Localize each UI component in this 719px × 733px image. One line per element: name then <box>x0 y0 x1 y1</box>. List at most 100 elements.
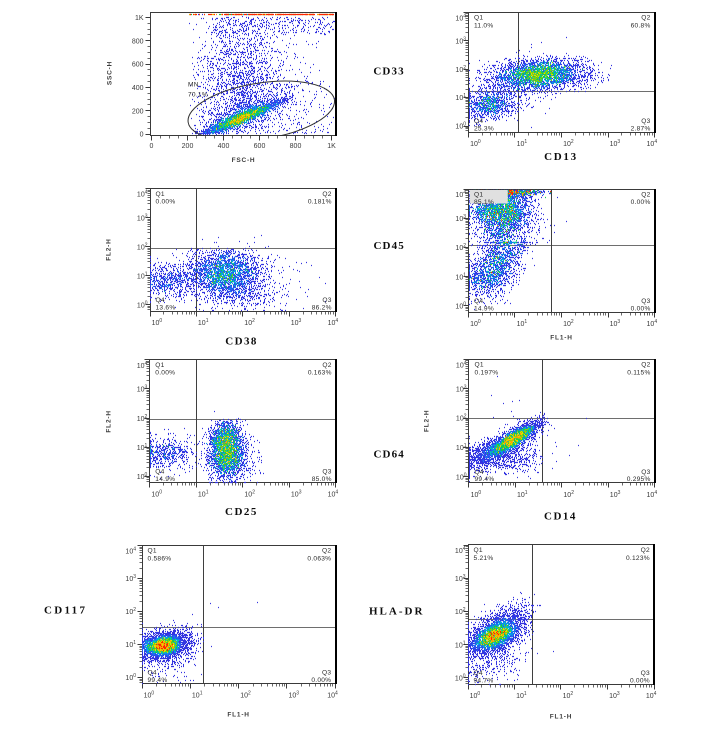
svg-text:Q3: Q3 <box>641 469 650 476</box>
svg-text:100: 100 <box>456 472 467 481</box>
svg-text:Q2: Q2 <box>322 362 331 369</box>
svg-text:0.063%: 0.063% <box>307 555 331 562</box>
svg-text:103: 103 <box>291 318 302 327</box>
svg-text:FL1-H: FL1-H <box>550 714 572 721</box>
svg-text:Q3: Q3 <box>322 297 331 304</box>
svg-text:Q4: Q4 <box>474 670 483 677</box>
svg-text:102: 102 <box>456 414 467 423</box>
svg-text:103: 103 <box>289 691 300 700</box>
svg-text:0.115%: 0.115% <box>627 369 650 376</box>
svg-text:104: 104 <box>137 361 148 370</box>
svg-text:MN: MN <box>188 82 199 89</box>
svg-text:100: 100 <box>470 319 481 328</box>
svg-text:104: 104 <box>646 691 657 700</box>
svg-text:100: 100 <box>137 472 148 481</box>
svg-text:0.00%: 0.00% <box>155 370 175 377</box>
svg-text:Q2: Q2 <box>641 362 650 369</box>
svg-text:100: 100 <box>455 674 466 683</box>
svg-text:CD117: CD117 <box>44 605 87 617</box>
svg-text:0.00%: 0.00% <box>631 199 651 206</box>
svg-text:100: 100 <box>470 139 481 148</box>
svg-text:Q3: Q3 <box>641 118 650 125</box>
svg-text:100: 100 <box>125 673 136 682</box>
svg-text:0.163%: 0.163% <box>308 370 332 377</box>
svg-text:60.8%: 60.8% <box>631 22 651 29</box>
svg-text:0.00%: 0.00% <box>631 305 651 312</box>
svg-text:101: 101 <box>192 691 203 700</box>
svg-text:101: 101 <box>455 272 466 281</box>
svg-text:104: 104 <box>328 490 339 499</box>
svg-text:Q4: Q4 <box>156 297 165 304</box>
svg-text:Q3: Q3 <box>641 670 650 677</box>
svg-text:0.295%: 0.295% <box>627 476 651 483</box>
svg-text:0.197%: 0.197% <box>475 369 499 376</box>
svg-text:94.7%: 94.7% <box>474 677 494 684</box>
svg-text:101: 101 <box>137 443 148 452</box>
svg-text:600: 600 <box>254 143 266 150</box>
svg-text:104: 104 <box>455 190 466 199</box>
svg-text:600: 600 <box>132 62 144 69</box>
svg-text:102: 102 <box>563 490 574 499</box>
svg-text:CD45: CD45 <box>374 240 405 252</box>
svg-text:100: 100 <box>455 122 466 131</box>
svg-text:103: 103 <box>455 574 466 583</box>
svg-text:102: 102 <box>563 691 574 700</box>
svg-text:104: 104 <box>647 139 658 148</box>
svg-text:CD64: CD64 <box>374 449 405 461</box>
svg-text:104: 104 <box>647 490 658 499</box>
svg-text:400: 400 <box>218 143 230 150</box>
svg-text:FL1-H: FL1-H <box>227 711 249 718</box>
svg-text:102: 102 <box>244 318 255 327</box>
svg-text:Q1: Q1 <box>474 547 483 554</box>
svg-text:103: 103 <box>610 490 621 499</box>
svg-text:Q2: Q2 <box>322 548 331 555</box>
svg-text:Q3: Q3 <box>641 298 650 305</box>
svg-text:100: 100 <box>455 301 466 310</box>
svg-text:13.6%: 13.6% <box>156 304 176 311</box>
svg-text:400: 400 <box>132 85 144 92</box>
svg-text:800: 800 <box>290 143 302 150</box>
svg-text:101: 101 <box>455 93 466 102</box>
svg-text:200: 200 <box>132 108 144 115</box>
svg-text:5.21%: 5.21% <box>474 555 494 562</box>
svg-text:200: 200 <box>182 143 194 150</box>
svg-text:2.87%: 2.87% <box>631 126 651 133</box>
svg-text:101: 101 <box>137 271 148 280</box>
svg-text:11.0%: 11.0% <box>474 22 493 29</box>
svg-text:101: 101 <box>198 490 209 499</box>
svg-text:0.586%: 0.586% <box>148 555 172 562</box>
svg-text:Q2: Q2 <box>641 191 650 198</box>
svg-text:FL2-H: FL2-H <box>106 410 113 432</box>
svg-text:0.00%: 0.00% <box>630 677 650 684</box>
svg-text:Q4: Q4 <box>474 298 483 305</box>
svg-text:102: 102 <box>244 490 255 499</box>
svg-text:103: 103 <box>137 213 148 222</box>
svg-text:0.00%: 0.00% <box>311 677 331 684</box>
svg-text:70.1%: 70.1% <box>188 92 208 99</box>
svg-text:0.123%: 0.123% <box>626 555 650 562</box>
svg-text:Q2: Q2 <box>322 191 331 198</box>
svg-text:100: 100 <box>151 490 162 499</box>
svg-text:101: 101 <box>125 640 136 649</box>
svg-text:99.4%: 99.4% <box>148 677 168 684</box>
svg-text:CD33: CD33 <box>373 66 404 78</box>
svg-text:103: 103 <box>291 490 302 499</box>
svg-text:85.0%: 85.0% <box>312 476 332 483</box>
svg-text:100: 100 <box>152 318 163 327</box>
svg-text:103: 103 <box>455 214 466 223</box>
svg-text:104: 104 <box>647 319 658 328</box>
svg-text:14.9%: 14.9% <box>155 476 175 483</box>
svg-text:Q4: Q4 <box>155 469 164 476</box>
svg-text:104: 104 <box>455 13 466 22</box>
svg-text:101: 101 <box>456 443 467 452</box>
svg-text:1K: 1K <box>327 143 336 150</box>
svg-text:0: 0 <box>150 143 154 150</box>
svg-text:102: 102 <box>240 691 251 700</box>
svg-text:86.2%: 86.2% <box>312 304 332 311</box>
svg-text:102: 102 <box>137 414 148 423</box>
svg-text:Q3: Q3 <box>322 469 331 476</box>
svg-text:0.181%: 0.181% <box>308 199 332 206</box>
svg-text:100: 100 <box>471 490 482 499</box>
svg-text:101: 101 <box>198 318 209 327</box>
svg-text:103: 103 <box>609 691 620 700</box>
